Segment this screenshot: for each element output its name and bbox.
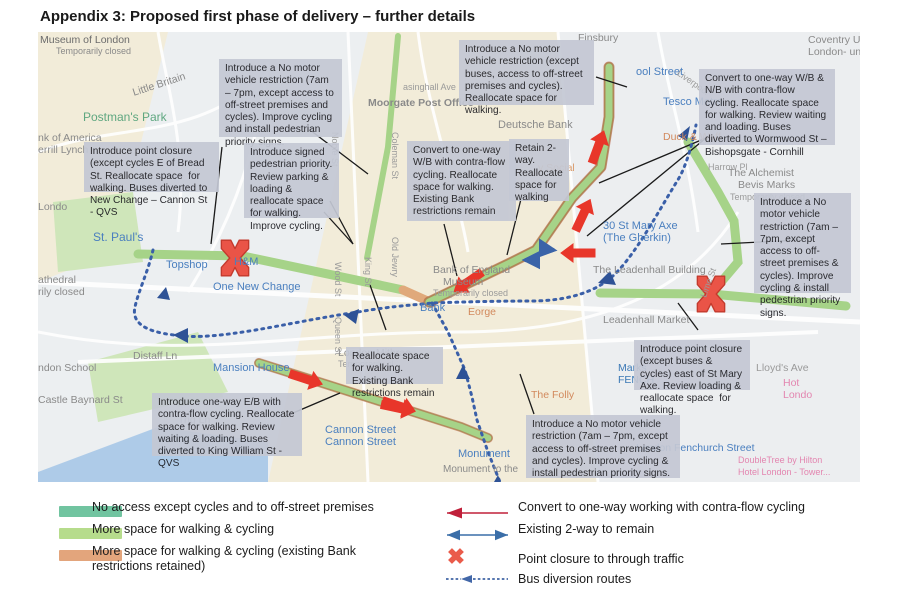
svg-text:✖: ✖ <box>447 547 465 569</box>
